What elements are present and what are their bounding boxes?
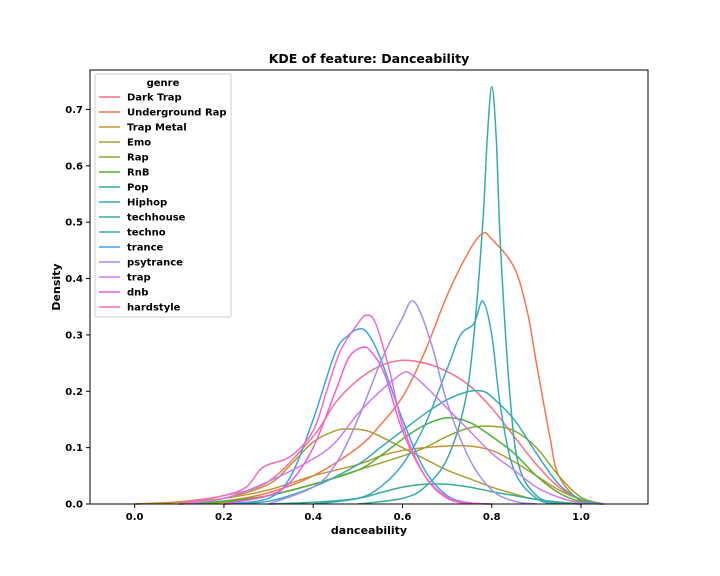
x-axis: 0.0 0.2 0.4 0.6 0.8 1.0	[126, 504, 590, 523]
x-tick-label: 0.0	[126, 512, 144, 523]
y-tick-label: 0.5	[65, 218, 83, 229]
series-line-dnb	[223, 346, 492, 505]
series-line-techhouse	[357, 86, 582, 505]
y-axis-label: Density	[50, 263, 63, 310]
x-tick-label: 0.2	[215, 512, 233, 523]
chart-title: KDE of feature: Danceability	[269, 51, 470, 66]
plot-area-frame	[89, 69, 649, 505]
legend-label-pop: Pop	[127, 183, 148, 194]
legend-items: Dark Trap Underground Rap Trap Metal Emo Rap…	[99, 93, 227, 314]
legend-label-psytrance: psytrance	[127, 258, 183, 269]
legend-label-underground-rap: Underground Rap	[127, 108, 227, 119]
legend-label-techhouse: techhouse	[127, 213, 186, 224]
legend-label-hiphop: Hiphop	[127, 198, 167, 209]
y-tick-label: 0.0	[65, 500, 83, 511]
legend-label-rap: Rap	[127, 153, 149, 164]
series-line-trance	[223, 327, 492, 505]
y-tick-label: 0.3	[65, 330, 83, 341]
series-line-trap	[179, 371, 604, 505]
legend-label-trance: trance	[127, 243, 164, 254]
y-tick-label: 0.6	[65, 161, 83, 172]
y-tick-label: 0.7	[65, 105, 83, 116]
series-layer	[134, 86, 604, 505]
legend-title: genre	[147, 78, 180, 89]
legend: genre Dark Trap Underground Rap Trap Metal…	[94, 73, 232, 318]
x-tick-label: 0.6	[394, 512, 412, 523]
x-tick-label: 0.4	[304, 512, 322, 523]
legend-label-techno: techno	[127, 228, 166, 239]
y-tick-label: 0.2	[65, 387, 83, 398]
series-line-techno	[313, 300, 559, 505]
legend-label-trap: trap	[127, 273, 151, 284]
legend-label-emo: Emo	[127, 138, 151, 149]
legend-label-rnb: RnB	[127, 168, 149, 179]
series-line-psytrance	[268, 300, 537, 505]
y-tick-label: 0.4	[65, 274, 83, 285]
series-line-hardstyle	[179, 314, 470, 505]
legend-label-hardstyle: hardstyle	[127, 303, 181, 314]
y-axis: 0.0 0.1 0.2 0.3 0.4 0.5 0.6 0.7	[65, 105, 90, 511]
series-line-hiphop	[223, 389, 604, 505]
legend-label-dark-trap: Dark Trap	[127, 93, 182, 104]
x-tick-label: 0.8	[483, 512, 501, 523]
series-line-rnb	[179, 416, 604, 505]
x-tick-label: 1.0	[572, 512, 590, 523]
legend-box	[94, 73, 232, 318]
x-axis-label: danceability	[331, 524, 407, 537]
legend-label-dnb: dnb	[127, 288, 148, 299]
y-tick-label: 0.1	[65, 443, 83, 454]
series-line-emo	[179, 428, 582, 505]
legend-label-trap-metal: Trap Metal	[127, 123, 187, 134]
